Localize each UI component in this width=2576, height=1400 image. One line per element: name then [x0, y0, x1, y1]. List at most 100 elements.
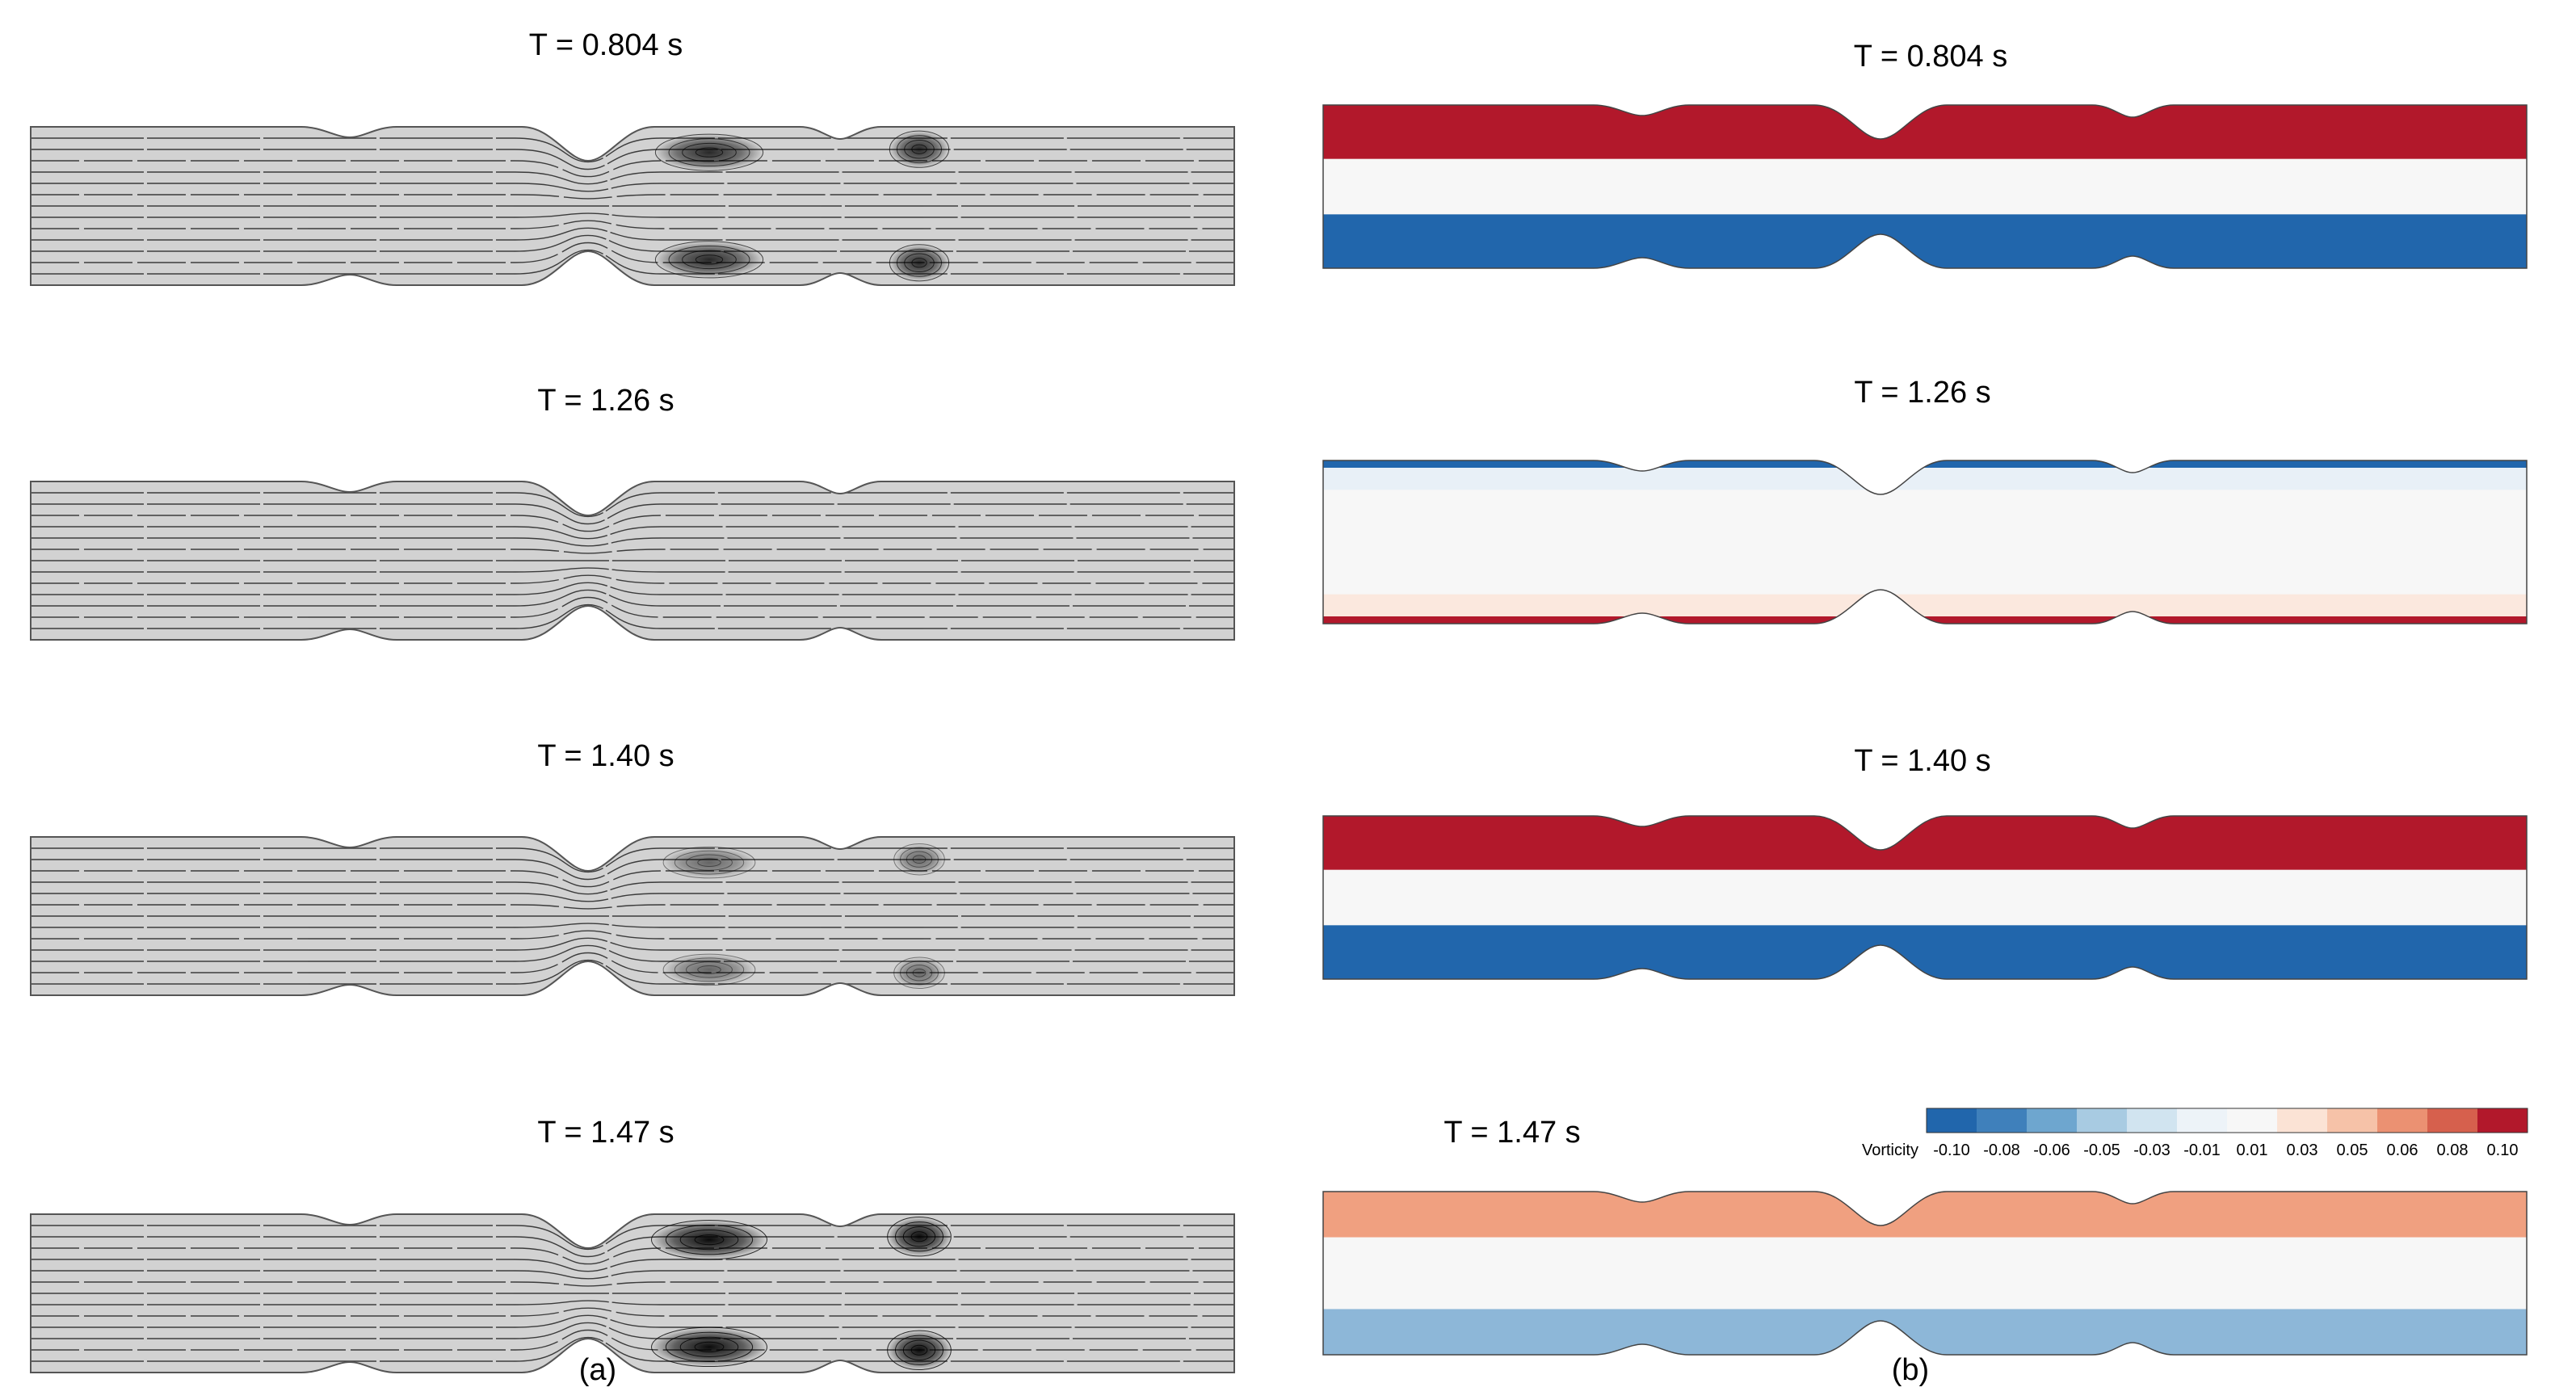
vortex-ring — [900, 847, 939, 872]
colorbar-cell — [1977, 1108, 2027, 1133]
recirculation-zones — [662, 843, 945, 990]
vortex-mark — [651, 1327, 767, 1367]
row-title: T = 0.804 s — [1854, 40, 2007, 74]
row-title: T = 0.804 s — [529, 28, 683, 62]
colorbar-tick-label: -0.08 — [1983, 1141, 2020, 1159]
upper-shear-layer — [1323, 105, 2527, 159]
colorbar-cell — [2077, 1108, 2127, 1133]
vortex-ring — [904, 139, 935, 159]
vortex-ring — [902, 1339, 936, 1360]
streamline-channel — [30, 836, 1235, 996]
vortex-ring — [911, 144, 927, 154]
channel-outline — [1322, 1191, 2528, 1356]
vortex-ring — [906, 851, 933, 868]
vortex-ring — [893, 843, 945, 876]
vorticity-row-1: T = 0.804 s — [1322, 40, 2528, 269]
vortex-ring — [911, 258, 927, 268]
vortex-ring — [697, 858, 721, 867]
streamline-channel — [30, 1213, 1235, 1373]
row-title: T = 1.26 s — [1854, 376, 1990, 410]
vortex-ring — [665, 1331, 754, 1363]
channel-outline — [30, 1213, 1235, 1373]
vortex-ring — [910, 1344, 928, 1356]
row-title: T = 1.47 s — [1443, 1116, 1580, 1150]
vortex-ring — [654, 241, 764, 279]
vortex-ring — [895, 1335, 943, 1365]
recirculation-zones — [651, 1217, 952, 1370]
vortex-mark — [887, 1331, 952, 1370]
vortex-ring — [906, 965, 933, 982]
streamline-row-1: T = 0.804 s — [30, 28, 1235, 286]
vortex-ring — [695, 147, 724, 158]
colorbar-tick-label: 0.05 — [2337, 1141, 2368, 1159]
row-title: T = 1.40 s — [1854, 744, 1990, 778]
vortex-ring — [686, 961, 733, 978]
vortex-ring — [662, 953, 756, 986]
vortex-ring — [904, 253, 935, 273]
colorbar-tick-label: -0.05 — [2083, 1141, 2120, 1159]
vortex-ring — [897, 248, 942, 277]
panel-a-label: (a) — [579, 1353, 616, 1387]
colorbar-tick-label: -0.03 — [2133, 1141, 2170, 1159]
vortex-mark — [893, 843, 945, 875]
lower-shear-layer — [1323, 1309, 2527, 1355]
streamline-row-4: T = 1.47 s — [30, 1116, 1235, 1373]
vortex-ring — [887, 1330, 952, 1370]
colorbar-cell — [2227, 1108, 2277, 1133]
streamlines — [31, 847, 1234, 985]
row-title: T = 1.47 s — [537, 1116, 674, 1150]
vortex-mark — [663, 954, 755, 986]
vortex-ring — [912, 968, 927, 977]
streamlines — [31, 137, 1234, 275]
vorticity-channel — [1322, 460, 2528, 624]
colorbar-tick-label: -0.01 — [2183, 1141, 2221, 1159]
vortex-ring — [651, 1326, 767, 1368]
colorbar-cell — [2327, 1108, 2377, 1133]
vorticity-row-4: T = 1.47 s — [1322, 1116, 2528, 1356]
vorticity-row-2: T = 1.26 s — [1322, 376, 2528, 624]
streamlines — [31, 1225, 1234, 1362]
vortex-ring — [887, 1217, 952, 1257]
vortex-mark — [889, 244, 949, 281]
streamline-row-2: T = 1.26 s — [30, 384, 1235, 641]
channel-outline — [1322, 460, 2528, 624]
vorticity-channel — [1322, 104, 2528, 269]
vortex-ring — [694, 1234, 725, 1246]
colorbar-cell — [2277, 1108, 2327, 1133]
colorbar-cell — [2477, 1108, 2528, 1133]
panel-b-label: (b) — [1892, 1353, 1929, 1387]
vortex-ring — [665, 1224, 754, 1255]
colorbar-title: Vorticity — [1862, 1141, 1918, 1159]
colorbar-tick-label: 0.06 — [2387, 1141, 2418, 1159]
streamline-channel — [30, 481, 1235, 641]
vortex-ring — [694, 1341, 725, 1352]
colorbar-cell — [2377, 1108, 2427, 1133]
streamline-channel — [30, 126, 1235, 286]
vortex-ring — [893, 956, 945, 990]
vortex-ring — [674, 850, 745, 875]
vortex-ring — [902, 1226, 936, 1247]
vorticity-row-3: T = 1.40 s — [1322, 744, 2528, 980]
panel-a-streamlines: T = 0.804 s T = 1.26 s T = 1.40 s T = 1.… — [30, 28, 1235, 1387]
channel-outline — [30, 481, 1235, 641]
vortex-mark — [889, 131, 949, 168]
vortex-ring — [686, 854, 733, 871]
vortex-ring — [668, 138, 750, 167]
colorbar-cell — [2177, 1108, 2227, 1133]
vortex-ring — [910, 1231, 928, 1242]
recirculation-zones — [654, 130, 950, 282]
vortex-mark — [651, 1220, 767, 1259]
colorbar-tick-label: 0.03 — [2287, 1141, 2318, 1159]
vortex-ring — [679, 1230, 739, 1251]
vorticity-colorbar: Vorticity -0.10 -0.08 -0.06 -0.05 -0.03 -0.01… — [1862, 1108, 2528, 1159]
vortex-mark — [655, 241, 763, 278]
vortex-ring — [897, 135, 942, 164]
vortex-ring — [900, 961, 939, 986]
colorbar-cell — [2427, 1108, 2477, 1133]
streamline-row-3: T = 1.40 s — [30, 739, 1235, 996]
colorbar-cell — [1927, 1108, 1977, 1133]
colorbar-cell — [2127, 1108, 2177, 1133]
vortex-ring — [889, 244, 950, 282]
colorbar-tick-label: 0.01 — [2237, 1141, 2268, 1159]
